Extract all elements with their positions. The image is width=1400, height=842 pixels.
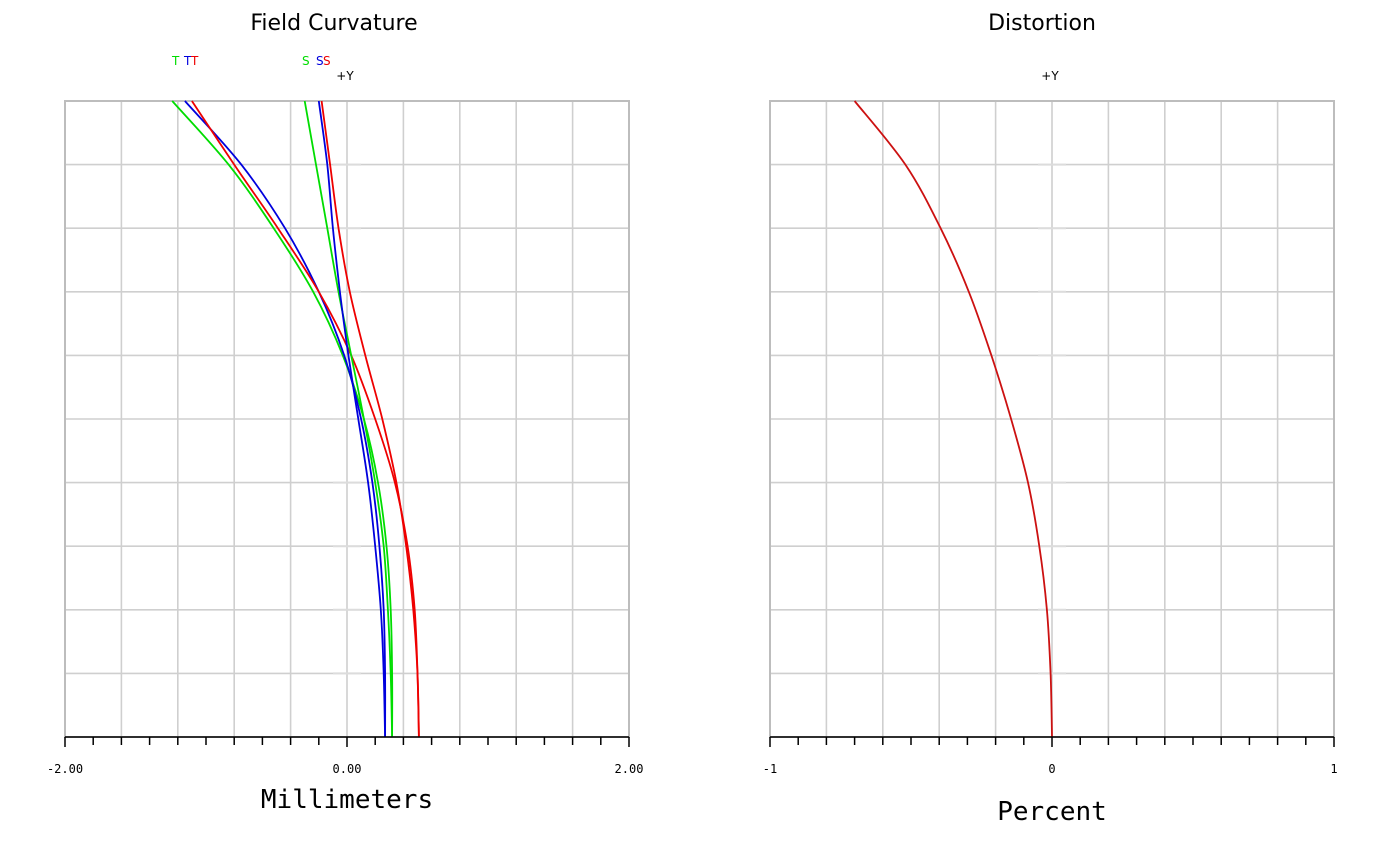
series-curve-0 bbox=[853, 100, 1053, 738]
distortion-curves bbox=[853, 100, 1053, 738]
field-curvature-curves bbox=[171, 100, 420, 738]
field-curvature-tick-min: -2.00 bbox=[47, 762, 83, 776]
distortion-x-ticks bbox=[769, 736, 1335, 747]
field-curvature-grid bbox=[64, 100, 630, 738]
distortion-tick-zero: 0 bbox=[1048, 762, 1055, 776]
field-curvature-y-axis-label: +Y bbox=[336, 69, 354, 83]
series-curve-s-3 bbox=[303, 100, 393, 738]
distortion-x-axis-title: Percent bbox=[997, 797, 1107, 827]
series-curve-t-2 bbox=[191, 100, 420, 738]
series-curve-s-4 bbox=[317, 100, 386, 738]
series-curve-t-1 bbox=[184, 100, 387, 738]
distortion-plot: Distortion +Y -1 0 1 Percent bbox=[763, 11, 1338, 827]
distortion-tick-max: 1 bbox=[1330, 762, 1337, 776]
distortion-tick-min: -1 bbox=[763, 762, 777, 776]
legend-entry-4: S bbox=[316, 54, 324, 68]
legend-entry-3: S bbox=[302, 54, 310, 68]
legend-entry-5: S bbox=[323, 54, 331, 68]
distortion-y-axis-label: +Y bbox=[1041, 69, 1059, 83]
field-curvature-tick-zero: 0.00 bbox=[333, 762, 362, 776]
field-curvature-title: Field Curvature bbox=[250, 11, 417, 36]
series-curve-s-5 bbox=[320, 100, 420, 738]
field-curvature-tick-max: 2.00 bbox=[615, 762, 644, 776]
distortion-grid bbox=[769, 100, 1335, 738]
legend-entry-2: T bbox=[190, 54, 199, 68]
field-curvature-x-axis-title: Millimeters bbox=[261, 785, 433, 815]
distortion-title: Distortion bbox=[988, 11, 1096, 36]
field-curvature-x-ticks bbox=[64, 736, 630, 747]
legend-entry-1: T bbox=[183, 54, 192, 68]
legend-entry-0: T bbox=[171, 54, 180, 68]
